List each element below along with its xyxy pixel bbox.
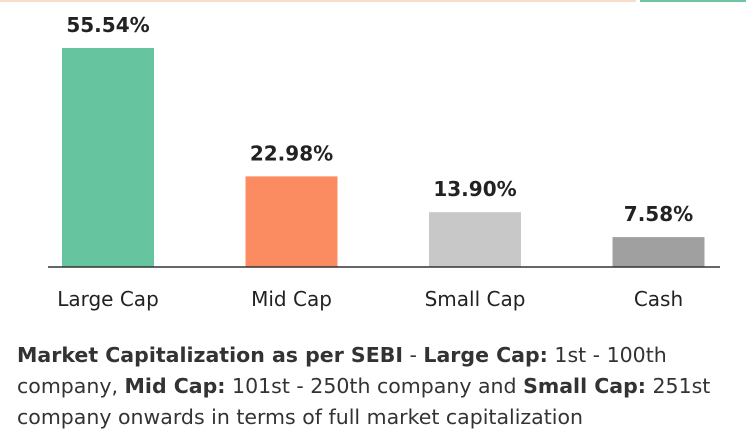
bar-large-cap bbox=[62, 48, 154, 267]
category-label-cash: Cash bbox=[634, 287, 683, 311]
bar-small-cap bbox=[429, 212, 521, 267]
caption-title: Market Capitalization as per SEBI bbox=[17, 343, 403, 367]
caption-text: 101st - 250th company and bbox=[225, 374, 524, 398]
caption-text: - bbox=[402, 343, 424, 367]
caption-text: 251st company onwards in terms of full m… bbox=[17, 374, 711, 429]
caption-mid-cap-label: Mid Cap: bbox=[124, 374, 226, 398]
category-label-large-cap: Large Cap bbox=[57, 287, 159, 311]
caption-small-cap-label: Small Cap: bbox=[523, 374, 646, 398]
data-label-mid-cap: 22.98% bbox=[250, 141, 333, 165]
bar-chart: 55.54% Large Cap 22.98% Mid Cap 13.90% Small … bbox=[48, 13, 720, 311]
bar-mid-cap bbox=[245, 176, 338, 267]
caption-large-cap-label: Large Cap: bbox=[423, 343, 548, 367]
bar-cash bbox=[612, 237, 705, 267]
caption-text: 1st - 100th company, bbox=[17, 343, 667, 398]
top-divider bbox=[0, 0, 636, 2]
data-label-small-cap: 13.90% bbox=[433, 177, 516, 201]
category-label-mid-cap: Mid Cap bbox=[251, 287, 332, 311]
category-label-small-cap: Small Cap bbox=[425, 287, 526, 311]
data-label-large-cap: 55.54% bbox=[66, 13, 149, 37]
caption: Market Capitalization as per SEBI - Larg… bbox=[17, 340, 732, 433]
top-divider-accent bbox=[640, 0, 746, 2]
data-label-cash: 7.58% bbox=[624, 202, 693, 226]
